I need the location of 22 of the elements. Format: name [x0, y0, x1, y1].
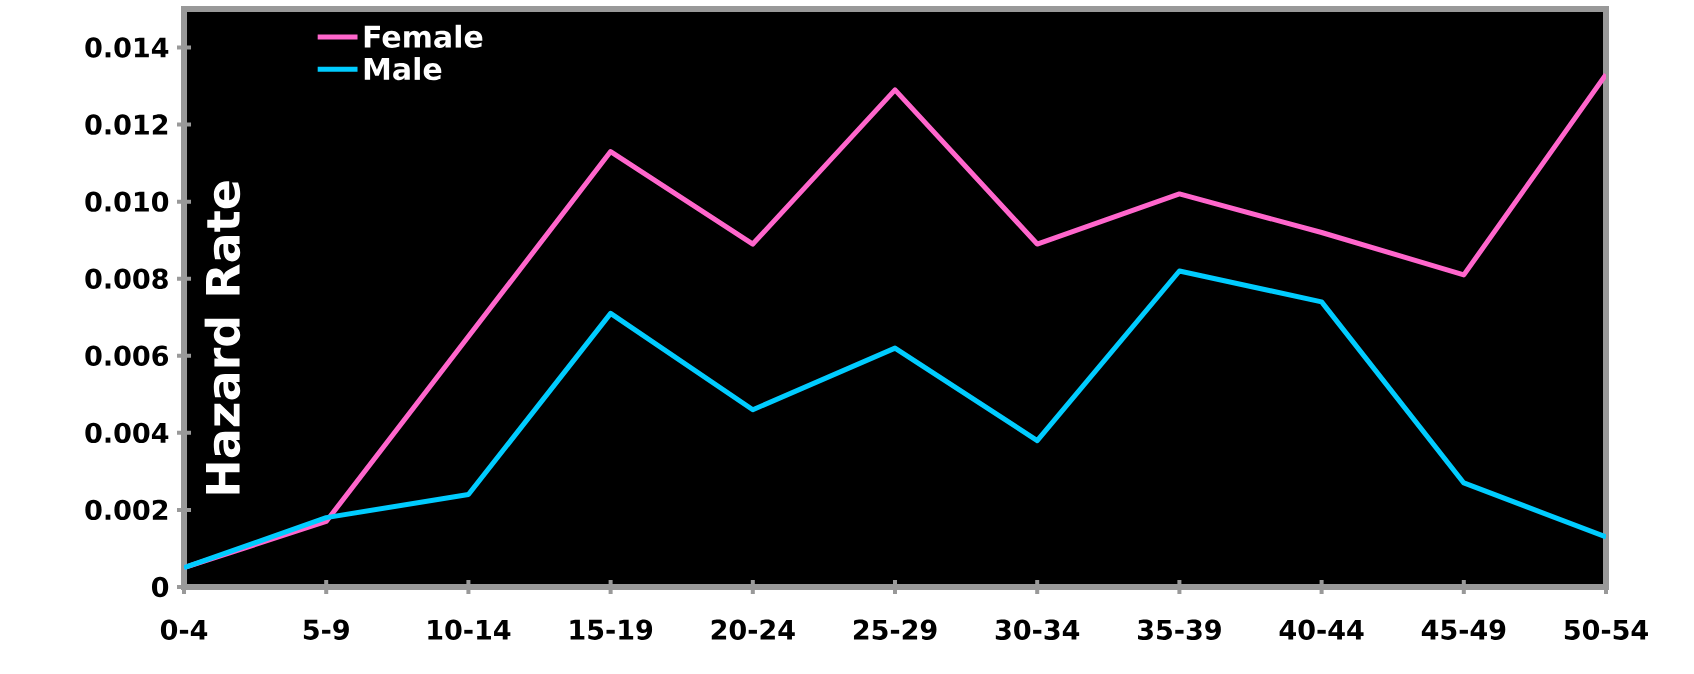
y-tick-label: 0.008 [85, 268, 168, 289]
x-tick-label: 50-54 [1564, 619, 1648, 640]
x-tick-label: 15-19 [570, 619, 653, 640]
x-tick-label: 30-34 [995, 619, 1080, 640]
x-tick-label: 5-9 [303, 619, 349, 640]
legend-label: Male [364, 57, 442, 81]
y-tick-label: 0.004 [85, 422, 169, 444]
x-tick-label: 10-14 [428, 619, 511, 640]
x-tick-label: 35-39 [1138, 619, 1221, 640]
y-tick-label: 0.006 [85, 345, 169, 366]
y-tick-label: 0.010 [85, 191, 169, 212]
y-tick-label: 0 [151, 576, 169, 598]
y-tick-label: 0.012 [85, 114, 168, 135]
x-tick-label: 45-49 [1421, 619, 1506, 640]
x-tick-label: 0-4 [160, 619, 208, 640]
y-axis-title: Hazard Rate [204, 181, 241, 494]
y-tick-label: 0.014 [85, 37, 169, 58]
x-tick-label: 25-29 [853, 619, 937, 640]
x-tick-label: 20-24 [711, 619, 795, 640]
legend-label: Female [364, 24, 483, 48]
y-tick-label: 0.002 [85, 499, 168, 521]
x-tick-label: 40-44 [1279, 619, 1364, 640]
